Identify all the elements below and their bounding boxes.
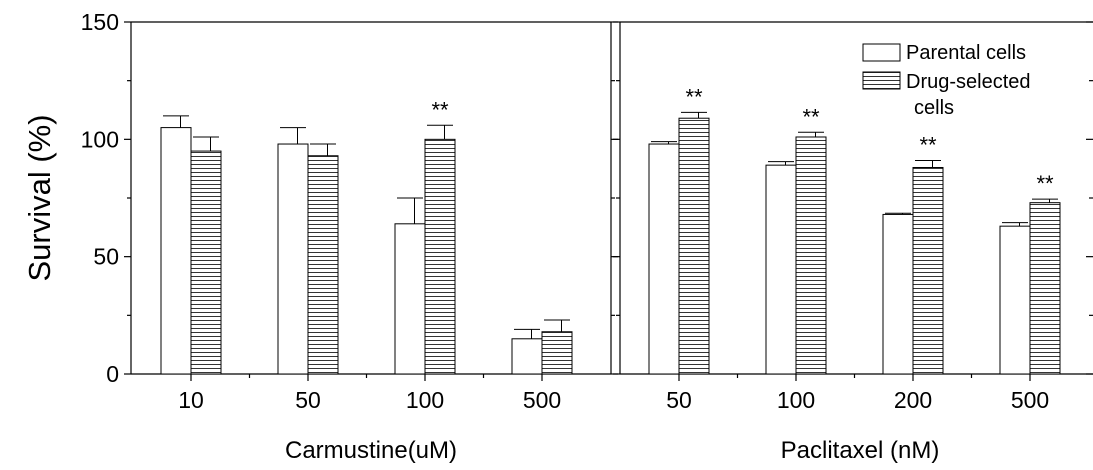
legend-swatch-drug-selected (862, 71, 901, 90)
y-tick-label: 150 (81, 9, 119, 35)
significance-marker: ** (919, 132, 937, 157)
significance-marker: ** (1036, 171, 1054, 196)
x-axis-title: Paclitaxel (nM) (781, 437, 940, 464)
bar-drug-selected (541, 331, 573, 375)
bar-drug-selected (912, 166, 944, 375)
bar-drug-selected (795, 136, 827, 375)
legend-label-drug-selected-line2: cells (914, 97, 954, 119)
legend-label-parental: Parental cells (906, 42, 1026, 64)
x-tick-label: 10 (178, 387, 204, 413)
bar-parental (999, 225, 1031, 375)
bar-drug-selected (307, 155, 339, 375)
y-tick-label: 100 (81, 126, 119, 152)
x-axis-title: Carmustine(uM) (285, 437, 457, 464)
bar-parental (511, 338, 543, 375)
significance-marker: ** (431, 97, 449, 122)
bar-drug-selected (424, 138, 456, 375)
x-tick-label: 500 (523, 387, 561, 413)
x-tick-label: 50 (666, 387, 692, 413)
bar-parental (394, 223, 426, 375)
x-tick-label: 500 (1011, 387, 1049, 413)
bar-drug-selected (190, 150, 222, 375)
bar-parental (765, 164, 797, 375)
bar-parental (882, 213, 914, 375)
x-tick-label: 100 (777, 387, 815, 413)
significance-marker: ** (802, 104, 820, 129)
bar-drug-selected (678, 117, 710, 375)
legend: Parental cells Drug-selected cells (862, 42, 1031, 119)
bar-parental (160, 127, 192, 375)
bar-drug-selected (1029, 202, 1061, 375)
x-tick-label: 100 (406, 387, 444, 413)
legend-swatch-parental (862, 43, 901, 62)
legend-label-drug-selected: Drug-selected (906, 71, 1031, 93)
x-tick-label: 50 (295, 387, 321, 413)
significance-marker: ** (685, 84, 703, 109)
x-tick-label: 200 (894, 387, 932, 413)
y-tick-label: 50 (93, 244, 119, 270)
bar-parental (648, 143, 680, 375)
panel-paclitaxel: 50 100 200 500 ** ** ** ** Paclitaxel (nM) (613, 21, 1093, 464)
y-tick-label: 0 (106, 361, 119, 387)
bar-parental (277, 143, 309, 375)
panel-carmustine: 0 50 100 150 10 50 100 500 ** Carmustine(uM) (81, 9, 618, 464)
y-axis-label: Survival (%) (22, 114, 57, 281)
